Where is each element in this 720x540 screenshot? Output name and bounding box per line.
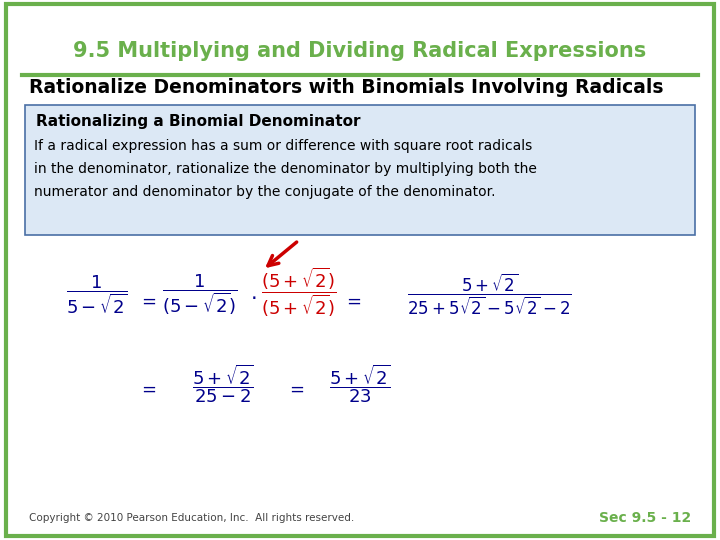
Text: $=$: $=$ (286, 380, 305, 398)
Text: $=$: $=$ (343, 292, 362, 310)
FancyBboxPatch shape (6, 4, 714, 536)
Text: $\dfrac{5+\sqrt{2}}{23}$: $\dfrac{5+\sqrt{2}}{23}$ (329, 362, 391, 405)
Text: 9.5 Multiplying and Dividing Radical Expressions: 9.5 Multiplying and Dividing Radical Exp… (73, 41, 647, 62)
Text: Rationalize Denominators with Binomials Involving Radicals: Rationalize Denominators with Binomials … (29, 78, 663, 97)
Text: in the denominator, rationalize the denominator by multiplying both the: in the denominator, rationalize the deno… (34, 162, 536, 176)
Text: Rationalizing a Binomial Denominator: Rationalizing a Binomial Denominator (36, 114, 361, 129)
Text: $=$: $=$ (138, 292, 157, 310)
Text: Copyright © 2010 Pearson Education, Inc.  All rights reserved.: Copyright © 2010 Pearson Education, Inc.… (29, 514, 354, 523)
Text: If a radical expression has a sum or difference with square root radicals: If a radical expression has a sum or dif… (34, 139, 532, 153)
Text: $\dfrac{5+\sqrt{2}}{25-2}$: $\dfrac{5+\sqrt{2}}{25-2}$ (192, 362, 254, 405)
Text: $\dfrac{1}{5-\sqrt{2}}$: $\dfrac{1}{5-\sqrt{2}}$ (66, 273, 128, 316)
Text: $\cdot$: $\cdot$ (251, 287, 256, 307)
Text: $\dfrac{1}{(5-\sqrt{2})}$: $\dfrac{1}{(5-\sqrt{2})}$ (162, 272, 238, 316)
Text: numerator and denominator by the conjugate of the denominator.: numerator and denominator by the conjuga… (34, 185, 495, 199)
Text: Sec 9.5 - 12: Sec 9.5 - 12 (599, 511, 691, 525)
Text: $\dfrac{5+\sqrt{2}}{25+5\sqrt{2}-5\sqrt{2}-2}$: $\dfrac{5+\sqrt{2}}{25+5\sqrt{2}-5\sqrt{… (407, 272, 572, 317)
FancyBboxPatch shape (25, 105, 695, 235)
Text: $=$: $=$ (138, 380, 157, 398)
Text: $\dfrac{(5+\sqrt{2})}{(5+\sqrt{2})}$: $\dfrac{(5+\sqrt{2})}{(5+\sqrt{2})}$ (261, 265, 337, 319)
